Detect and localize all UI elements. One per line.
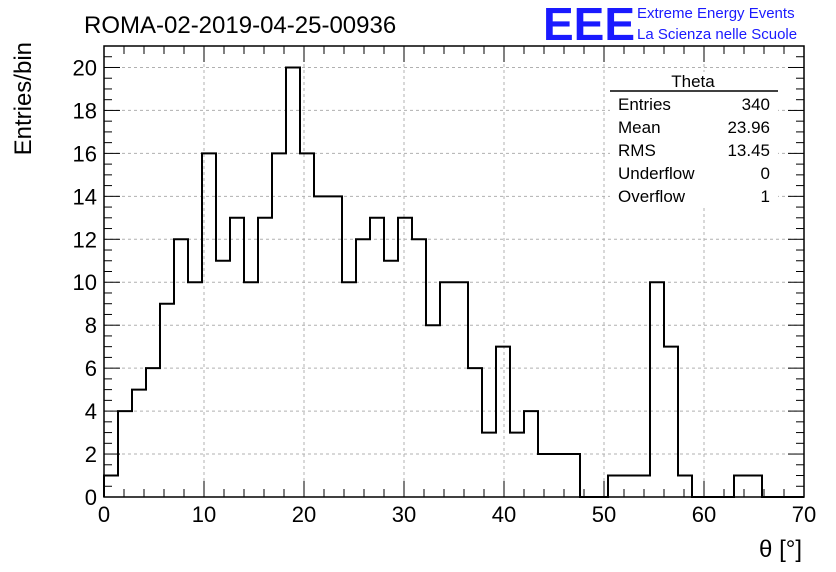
histogram-bin [482, 433, 496, 497]
stats-label: Underflow [618, 164, 695, 183]
x-tick-label: 30 [392, 502, 416, 527]
histogram-bin [132, 390, 146, 497]
x-tick-label: 10 [192, 502, 216, 527]
x-tick-label: 60 [692, 502, 716, 527]
histogram-bin [328, 196, 342, 497]
stats-label: RMS [618, 141, 656, 160]
histogram-bin [664, 347, 678, 497]
org-line1: Extreme Energy Events [637, 5, 795, 22]
x-tick-labels: 0 10 20 30 40 50 60 70 [98, 502, 816, 527]
histogram-bin [468, 368, 482, 497]
histogram [103, 66, 804, 498]
y-tick-label: 14 [73, 184, 97, 209]
histogram-bin [734, 476, 748, 497]
y-tick-label: 20 [73, 55, 97, 80]
eee-logo: EEE [543, 0, 635, 50]
y-tick-label: 18 [73, 98, 97, 123]
y-axis-label: Entries/bin [10, 42, 37, 155]
y-tick-label: 0 [85, 485, 97, 510]
org-line2: La Scienza nelle Scuole [637, 26, 797, 43]
histogram-bin [314, 196, 328, 497]
histogram-bin [538, 454, 552, 497]
histogram-bin [342, 282, 356, 497]
histogram-bin [678, 476, 692, 497]
y-tick-label: 8 [85, 313, 97, 338]
stats-value: 13.45 [727, 141, 770, 160]
x-tick-label: 50 [592, 502, 616, 527]
histogram-bin [748, 476, 762, 497]
histogram-bin [398, 218, 412, 497]
x-tick-label: 40 [492, 502, 516, 527]
stats-value: 340 [742, 95, 770, 114]
stats-value: 23.96 [727, 118, 770, 137]
y-tick-labels: 0 2 4 6 8 10 12 14 16 18 20 [73, 55, 97, 510]
stats-value: 0 [761, 164, 770, 183]
stats-label: Entries [618, 95, 671, 114]
y-tick-label: 12 [73, 227, 97, 252]
histogram-bin [454, 282, 468, 497]
histogram-bin [258, 218, 272, 497]
histogram-bin [636, 476, 650, 497]
x-tick-label: 20 [292, 502, 316, 527]
stats-box: Theta Entries 340 Mean 23.96 RMS 13.45 Underfl… [610, 72, 778, 206]
histogram-bin [244, 282, 258, 497]
histogram-bin [188, 282, 202, 497]
y-tick-label: 16 [73, 141, 97, 166]
x-tick-label: 0 [98, 502, 110, 527]
histogram-outline [103, 66, 804, 498]
histogram-bin [370, 218, 384, 497]
histogram-bin [216, 261, 230, 497]
y-tick-label: 6 [85, 356, 97, 381]
y-tick-label: 2 [85, 442, 97, 467]
y-tick-label: 10 [73, 270, 97, 295]
histogram-bin [608, 476, 622, 497]
stats-label: Overflow [618, 187, 686, 206]
histogram-bin [384, 261, 398, 497]
y-tick-label: 4 [85, 399, 97, 424]
histogram-bin [146, 368, 160, 497]
histogram-bin [230, 218, 244, 497]
chart-title: ROMA-02-2019-04-25-00936 [84, 12, 396, 39]
x-tick-label: 70 [792, 502, 816, 527]
histogram-bin [496, 347, 510, 497]
stats-title: Theta [671, 72, 715, 91]
histogram-bin [160, 304, 174, 497]
histogram-bin [650, 282, 664, 497]
stats-label: Mean [618, 118, 661, 137]
histogram-bin [440, 282, 454, 497]
stats-value: 1 [761, 187, 770, 206]
histogram-bin [566, 454, 580, 497]
x-axis-label: θ [°] [759, 536, 802, 563]
histogram-bin [510, 433, 524, 497]
axes [103, 45, 805, 498]
